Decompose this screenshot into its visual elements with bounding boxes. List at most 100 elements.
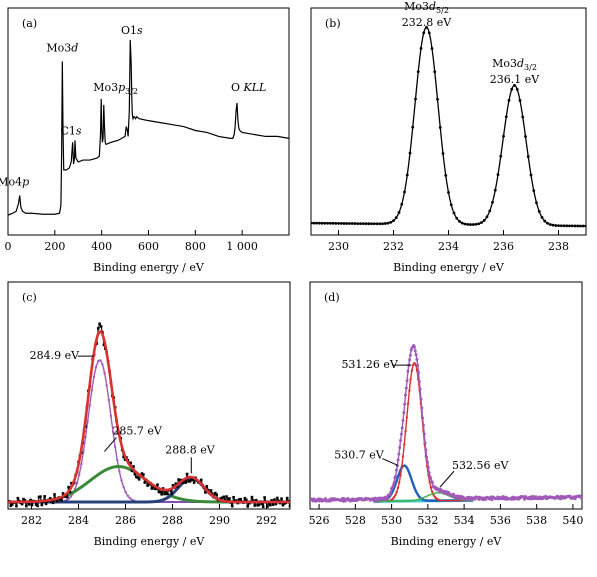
raw-data-point bbox=[268, 503, 272, 507]
raw-data-point bbox=[27, 503, 31, 506]
component-point bbox=[113, 445, 117, 449]
raw-data-point bbox=[102, 343, 106, 347]
component-point bbox=[94, 365, 98, 369]
x-tick-label: 530 bbox=[381, 514, 402, 527]
data-point bbox=[535, 201, 538, 205]
panel-label: (c) bbox=[22, 291, 37, 304]
data-point bbox=[540, 215, 544, 219]
data-point bbox=[408, 151, 412, 155]
raw-data-point bbox=[400, 426, 404, 430]
raw-data-point bbox=[199, 478, 203, 482]
x-tick-label: 540 bbox=[562, 514, 583, 527]
data-point bbox=[425, 25, 428, 29]
component-point bbox=[126, 494, 130, 497]
raw-data-point bbox=[405, 379, 409, 383]
data-point bbox=[419, 46, 423, 50]
raw-data-point bbox=[280, 497, 283, 501]
data-point bbox=[469, 223, 472, 226]
raw-data-point bbox=[420, 406, 424, 410]
raw-data-point bbox=[417, 380, 421, 384]
raw-data-point bbox=[50, 500, 54, 504]
raw-data-point bbox=[147, 483, 151, 486]
raw-data-point bbox=[396, 458, 400, 462]
raw-data-point bbox=[22, 497, 25, 501]
x-tick-label: 1 000 bbox=[226, 240, 258, 253]
component-point bbox=[103, 371, 106, 375]
data-point bbox=[405, 173, 409, 177]
x-tick-label: 284 bbox=[68, 514, 89, 527]
raw-data-point bbox=[187, 480, 190, 483]
data-point bbox=[557, 224, 560, 228]
raw-data-point bbox=[419, 397, 423, 401]
raw-data-point bbox=[376, 499, 380, 503]
peak-label-text: Mo4 bbox=[0, 176, 22, 189]
peak-label-spin: 3/2 bbox=[125, 87, 138, 96]
survey-spectrum-line bbox=[8, 39, 289, 216]
raw-data-point bbox=[61, 492, 65, 495]
data-point bbox=[392, 219, 395, 223]
raw-data-point bbox=[15, 504, 18, 508]
data-point bbox=[430, 47, 434, 50]
raw-data-point bbox=[192, 481, 196, 484]
data-point bbox=[496, 173, 500, 177]
peak-label-text: Mo3 bbox=[404, 0, 429, 13]
data-point bbox=[449, 203, 453, 207]
x-tick-label: 238 bbox=[548, 240, 569, 253]
raw-data-point bbox=[386, 496, 390, 500]
data-point bbox=[543, 219, 547, 223]
peak-label-orbital: d bbox=[71, 42, 78, 55]
raw-data-point bbox=[246, 505, 249, 508]
leader-line bbox=[104, 437, 117, 452]
raw-data-point bbox=[418, 387, 422, 391]
raw-data-point bbox=[150, 487, 154, 490]
data-point bbox=[315, 221, 318, 225]
raw-data-point bbox=[274, 502, 278, 506]
data-point bbox=[562, 224, 566, 228]
data-point bbox=[311, 221, 313, 225]
raw-data-point bbox=[53, 493, 56, 496]
x-axis-label: Binding energy / eV bbox=[94, 535, 206, 548]
component-point bbox=[86, 420, 89, 423]
data-point bbox=[353, 222, 357, 225]
raw-data-point bbox=[204, 491, 207, 494]
component-point bbox=[394, 493, 397, 497]
peak-label-text: Mo3 bbox=[492, 57, 517, 70]
data-point bbox=[502, 134, 505, 138]
component-point bbox=[97, 360, 100, 363]
component-point bbox=[101, 363, 104, 366]
data-point bbox=[493, 188, 497, 192]
raw-data-point bbox=[239, 497, 242, 501]
component-point bbox=[124, 491, 127, 494]
plot-area bbox=[8, 322, 290, 509]
raw-data-point bbox=[389, 490, 393, 494]
peak-label-text: Mo3 bbox=[93, 81, 118, 94]
raw-data-point bbox=[530, 497, 534, 501]
data-point bbox=[568, 224, 571, 228]
component-point bbox=[111, 430, 115, 434]
raw-data-point bbox=[426, 465, 430, 469]
raw-data-point bbox=[235, 499, 238, 502]
panel-label: (a) bbox=[22, 17, 37, 30]
raw-data-point bbox=[184, 481, 187, 484]
data-point bbox=[350, 222, 354, 225]
raw-data-point bbox=[129, 461, 132, 465]
data-point bbox=[345, 222, 349, 225]
component-point bbox=[99, 359, 102, 362]
data-point bbox=[485, 215, 489, 219]
raw-data-point bbox=[423, 441, 427, 445]
data-point bbox=[386, 221, 390, 225]
data-point bbox=[444, 174, 448, 177]
x-tick-label: 232 bbox=[383, 240, 404, 253]
raw-data-point bbox=[424, 448, 428, 452]
peak-label: O KLL bbox=[231, 81, 266, 94]
raw-data-point bbox=[191, 478, 195, 481]
data-point bbox=[559, 224, 563, 228]
peak-label: Mo3d bbox=[46, 42, 78, 55]
data-point bbox=[488, 209, 492, 213]
raw-data-point bbox=[181, 481, 185, 484]
data-point bbox=[422, 31, 426, 35]
raw-data-point bbox=[399, 432, 403, 436]
raw-data-point bbox=[397, 452, 401, 456]
raw-data-point bbox=[415, 357, 419, 361]
